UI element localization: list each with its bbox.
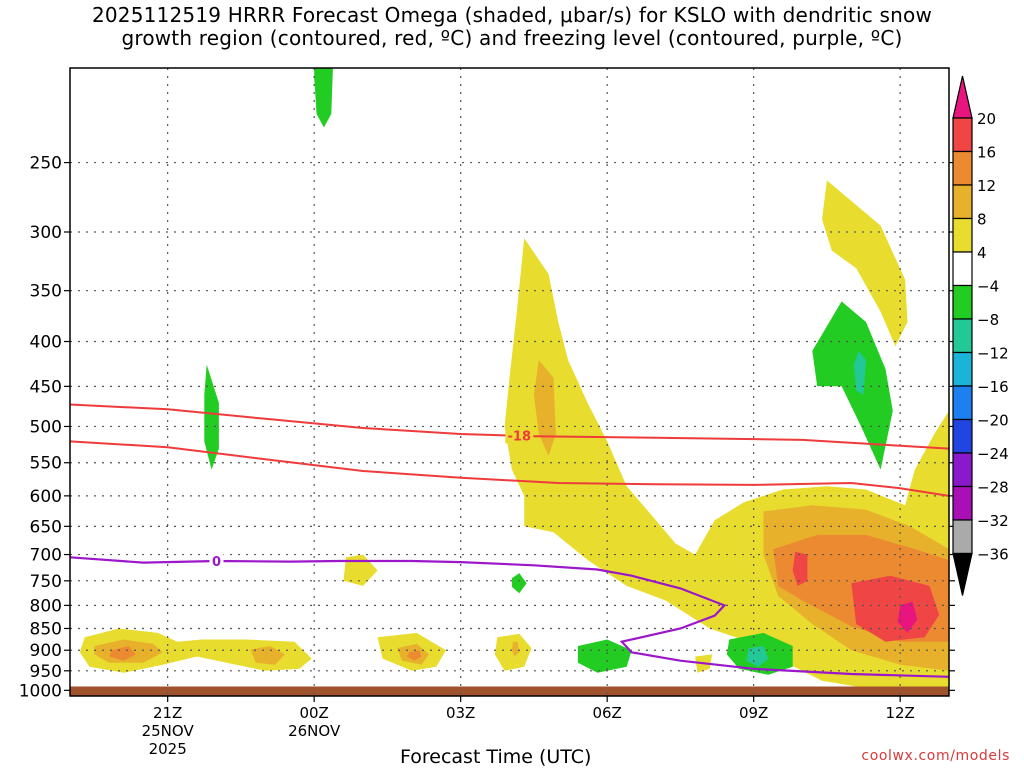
y-tick-label: 950	[30, 662, 62, 682]
x-tick-date-label: 25NOV	[142, 722, 195, 740]
y-tick-label: 550	[30, 454, 62, 474]
plot-content: -18 0	[70, 68, 949, 696]
chart-title-line2: growth region (contoured, red, ºC) and f…	[121, 26, 903, 50]
y-tick-label: 600	[30, 487, 62, 507]
colorbar-box	[952, 385, 973, 421]
y-tick-label: 450	[30, 377, 62, 397]
y-tick-label: 800	[30, 596, 62, 616]
dgz-contour-label-bg	[505, 427, 534, 444]
colorbar-label: −12	[977, 345, 1009, 363]
x-axis-label: Forecast Time (UTC)	[400, 746, 592, 768]
colorbar-box	[952, 519, 973, 555]
chart-title-line1: 2025112519 HRRR Forecast Omega (shaded, …	[91, 3, 933, 27]
omega-region	[851, 575, 940, 642]
x-tick-year-label: 2025	[149, 740, 187, 758]
colorbar-box	[952, 117, 973, 153]
x-tick-label: 06Z	[592, 704, 621, 722]
colorbar-label: 12	[977, 177, 996, 195]
colorbar-label: 16	[977, 144, 996, 162]
omega-region	[897, 601, 918, 633]
x-tick-label: 12Z	[885, 704, 914, 722]
credit-link[interactable]: coolwx.com/models	[861, 748, 1010, 764]
omega-region	[533, 360, 556, 456]
omega-region	[577, 639, 632, 673]
x-tick-label: 09Z	[739, 704, 768, 722]
omega-region	[792, 551, 808, 586]
colorbar-label: −4	[977, 278, 999, 296]
colorbar-box	[952, 284, 973, 320]
colorbar-box	[952, 184, 973, 220]
axes: 2503003504004505005506006507007508008509…	[19, 67, 955, 758]
y-tick-label: 350	[30, 282, 62, 302]
colorbar-label: −28	[977, 479, 1009, 497]
colorbar-label: 20	[977, 110, 996, 128]
omega-region	[407, 650, 422, 661]
omega-region	[204, 364, 219, 470]
omega-region	[250, 646, 285, 665]
x-tick-label: 00Z	[299, 704, 328, 722]
omega-region	[511, 641, 520, 657]
y-tick-label: 650	[30, 517, 62, 537]
omega-region	[822, 180, 908, 347]
x-tick-date-label: 26NOV	[288, 722, 341, 740]
freezing-level-line	[70, 556, 949, 678]
colorbar-box	[952, 251, 973, 287]
colorbar-box	[952, 217, 973, 253]
colorbar-label: −36	[977, 546, 1009, 564]
colorbar-label: −16	[977, 378, 1009, 396]
plot-area: -18 0	[70, 68, 949, 696]
omega-region	[853, 350, 866, 395]
dgz-contour-line	[70, 403, 949, 450]
omega-region	[343, 554, 378, 586]
colorbar-box	[952, 485, 973, 521]
y-tick-label: 750	[30, 572, 62, 592]
plot-frame	[69, 67, 950, 697]
y-tick-label: 700	[30, 546, 62, 566]
colorbar-bottom-triangle	[952, 552, 973, 596]
y-tick-label: 1000	[19, 681, 62, 701]
colorbar-label: −20	[977, 412, 1009, 430]
omega-region	[746, 646, 769, 667]
x-tick-label: 21Z	[153, 704, 182, 722]
colorbar-box	[952, 150, 973, 186]
colorbar: 20 16 12 8 4 −4 −8 −12 −16 −20 −24 −28 −32 −36	[952, 75, 1009, 596]
colorbar-label: 4	[977, 244, 987, 262]
omega-region	[511, 573, 527, 594]
surface-terrain	[70, 686, 949, 696]
colorbar-box	[952, 351, 973, 387]
dgz-contour-label: -18	[508, 429, 532, 444]
y-tick-label: 300	[30, 223, 62, 243]
colorbar-top-triangle	[952, 75, 973, 119]
x-tick-label: 03Z	[446, 704, 475, 722]
freezing-level-label-bg	[209, 553, 224, 570]
y-tick-label: 850	[30, 619, 62, 639]
y-tick-label: 900	[30, 641, 62, 661]
chart-title: 2025112519 HRRR Forecast Omega (shaded, …	[0, 4, 1024, 50]
omega-region	[109, 646, 136, 661]
colorbar-label: 8	[977, 211, 987, 229]
colorbar-label: −8	[977, 311, 999, 329]
y-tick-label: 400	[30, 333, 62, 353]
omega-region	[812, 301, 893, 470]
omega-region	[314, 68, 333, 128]
colorbar-box	[952, 418, 973, 454]
colorbar-box	[952, 318, 973, 354]
y-tick-label: 500	[30, 417, 62, 437]
freezing-level-label: 0	[212, 555, 221, 570]
colorbar-label: −32	[977, 512, 1009, 530]
colorbar-label: −24	[977, 445, 1009, 463]
dgz-contour-line	[70, 440, 949, 497]
colorbar-box	[952, 452, 973, 488]
y-tick-label: 250	[30, 154, 62, 174]
